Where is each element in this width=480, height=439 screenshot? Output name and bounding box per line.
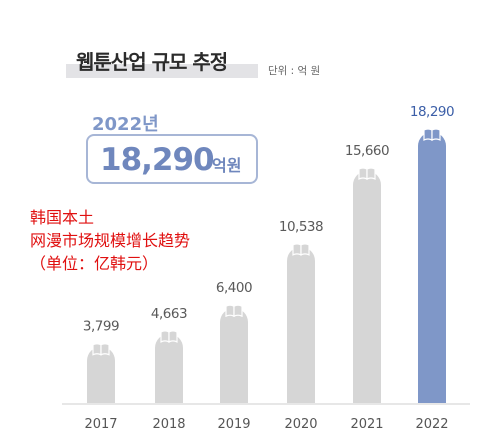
overlay-note-line1: 韩国本土 [30,208,95,227]
book-icon [92,343,110,356]
bar-2020 [287,246,315,403]
book-icon [292,243,310,256]
unit-label: 단위 : 억 원 [268,65,321,77]
x-tick-label: 2018 [152,417,185,432]
book-icon [160,330,178,343]
bar-2018 [155,333,183,403]
book-icon [225,304,243,318]
book-icon [358,167,376,180]
overlay-note: 韩国本土 网漫市场规模增长趋势 （单位：亿韩元） [30,206,190,275]
x-tick-label: 2020 [284,417,317,432]
highlight-value-box: 18,290 억원 [86,134,258,184]
bar-2017 [87,346,115,403]
overlay-note-line2: 网漫市场规模增长趋势 [30,231,191,250]
highlight-suffix: 억원 [212,156,242,175]
book-icon [423,128,441,141]
x-tick-label: 2021 [350,417,383,432]
chart-title: 웹툰산업 규모 추정 [76,50,228,74]
overlay-note-line3: （单位：亿韩元） [30,254,159,273]
x-tick-label: 2022 [415,417,448,432]
value-label: 3,799 [83,319,119,335]
highlight-value: 18,290 [100,142,215,178]
value-label: 18,290 [410,104,454,120]
value-label: 10,538 [279,219,323,235]
title-highlight [66,64,258,78]
x-tick-label: 2019 [217,417,250,432]
bar-2019 [220,308,248,403]
bar-2022 [418,132,446,403]
value-label: 6,400 [216,280,252,296]
bar-2021 [353,170,381,403]
highlight-year: 2022년 [92,114,159,135]
value-label: 4,663 [151,306,187,322]
value-label: 15,660 [345,143,389,159]
x-tick-label: 2017 [84,417,117,432]
